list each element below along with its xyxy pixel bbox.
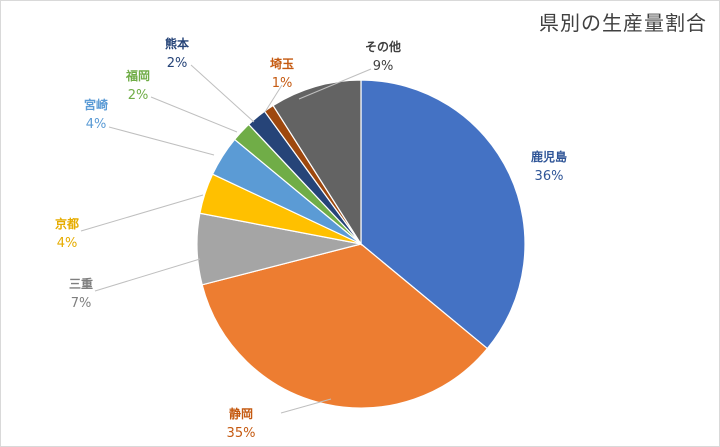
slice-label-name-7: 埼玉 [270,56,294,71]
pie-slice-8 [272,79,362,247]
slice-label-value-6: 2% [167,56,188,71]
slice-label-value-2: 7% [71,296,92,311]
chart-title: 県別の生産量割合 [539,11,707,35]
slice-label-value-7: 1% [272,76,293,91]
data-labels: 鹿児島 36% 静岡 35% 三重 7% 京都 4% 宮崎 4% 福岡 2% 熊本 2% 埼玉 1% その他 9% [55,36,567,441]
slice-label-value-8: 9% [373,59,394,74]
pie-slice-1 [201,243,489,409]
leader-line-2 [94,258,201,292]
slice-label-name-8: その他 [365,39,401,54]
slice-label-name-4: 宮崎 [84,97,108,112]
leader-line-4 [108,126,215,156]
leader-line-1 [280,398,332,414]
slice-label-name-2: 三重 [69,276,93,291]
slice-label-value-0: 36% [535,169,564,184]
slice-label-name-3: 京都 [55,216,79,231]
leader-line-7 [264,84,283,113]
slice-label-name-5: 福岡 [125,68,150,83]
slice-label-value-4: 4% [86,117,107,132]
leader-lines [80,64,372,414]
slice-label-name-1: 静岡 [229,406,253,421]
pie-slice-0 [360,79,526,350]
slice-label-value-3: 4% [57,236,78,251]
pie-slices [196,79,526,409]
slice-label-name-6: 熊本 [165,36,189,51]
slice-label-value-1: 35% [227,426,256,441]
leader-line-8 [298,68,372,100]
leader-line-3 [80,194,204,232]
leader-line-6 [190,64,255,123]
slice-label-value-5: 2% [128,88,149,103]
slice-label-name-0: 鹿児島 [531,149,567,164]
leader-line-5 [150,96,238,133]
